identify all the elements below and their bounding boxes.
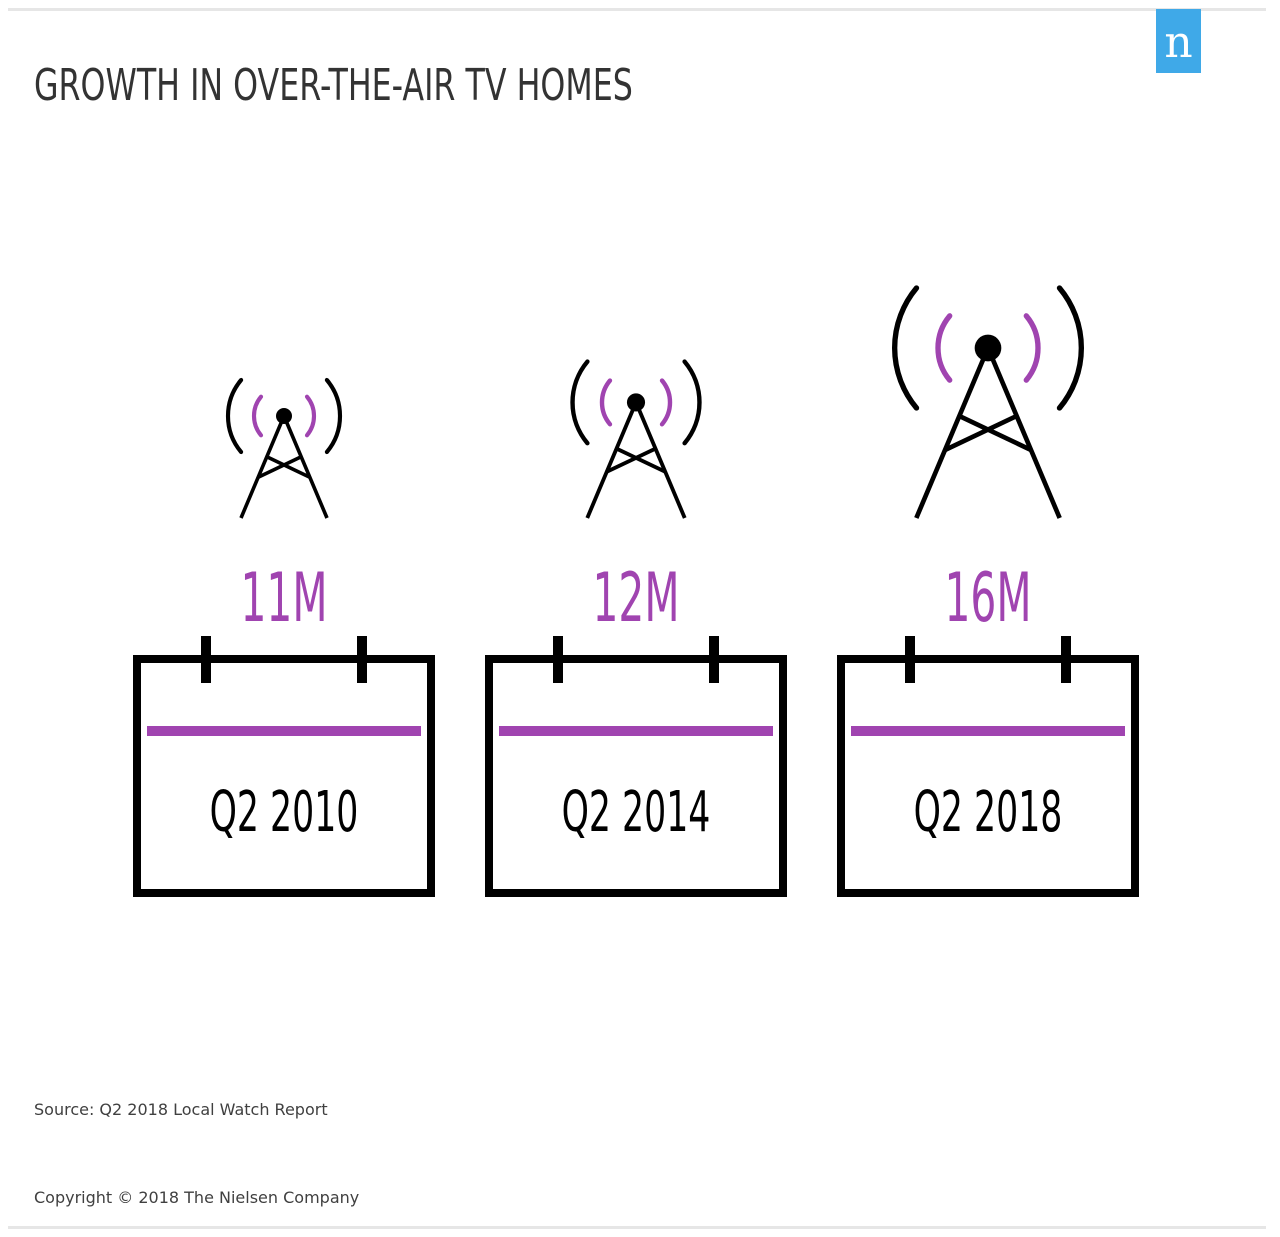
signal-wave-inner bbox=[599, 378, 613, 427]
signal-wave-outer bbox=[226, 377, 244, 455]
calendar-icon: Q2 2014 bbox=[485, 636, 787, 897]
calendar-frame bbox=[485, 655, 787, 897]
signal-wave-outer bbox=[682, 359, 702, 446]
signal-wave-inner bbox=[659, 378, 673, 427]
value-label: 11M bbox=[240, 559, 327, 638]
broadcast-tower-icon bbox=[570, 359, 702, 519]
tower-brace bbox=[257, 455, 302, 479]
calendar-icon: Q2 2018 bbox=[837, 636, 1139, 897]
tower-beacon bbox=[276, 408, 292, 424]
calendar-frame bbox=[133, 655, 435, 897]
tower-leg bbox=[914, 347, 991, 519]
tower-leg bbox=[634, 401, 687, 519]
tower-beacon bbox=[626, 393, 646, 412]
tower-brace bbox=[944, 413, 1018, 453]
calendar-icon: Q2 2010 bbox=[133, 636, 435, 897]
category-label: Q2 2014 bbox=[562, 779, 711, 844]
signal-wave-inner bbox=[304, 394, 317, 438]
copyright-note: Copyright © 2018 The Nielsen Company bbox=[34, 1188, 360, 1207]
source-note: Source: Q2 2018 Local Watch Report bbox=[34, 1100, 328, 1119]
signal-wave-inner bbox=[251, 394, 264, 438]
tower-brace bbox=[615, 446, 667, 474]
signal-wave-outer bbox=[892, 285, 920, 411]
category-label: Q2 2010 bbox=[210, 779, 359, 844]
signal-wave-inner bbox=[935, 313, 953, 383]
broadcast-tower-icon bbox=[892, 285, 1084, 519]
broadcast-tower-icon bbox=[226, 377, 342, 519]
signal-wave-inner bbox=[1023, 313, 1041, 383]
bottom-divider bbox=[8, 1226, 1266, 1229]
signal-wave-outer bbox=[570, 359, 590, 446]
tower-leg bbox=[585, 401, 638, 519]
tower-leg bbox=[985, 347, 1062, 519]
value-label: 16M bbox=[944, 559, 1031, 638]
nielsen-logo: n bbox=[1156, 9, 1201, 73]
tower-brace bbox=[958, 413, 1032, 453]
calendar-frame bbox=[837, 655, 1139, 897]
signal-wave-outer bbox=[324, 377, 342, 455]
tower-leg bbox=[239, 415, 286, 519]
tower-beacon bbox=[974, 334, 1002, 362]
chart-title: GROWTH IN OVER-THE-AIR TV HOMES bbox=[34, 60, 633, 111]
tower-brace bbox=[605, 446, 657, 474]
top-divider bbox=[8, 8, 1266, 11]
value-label: 12M bbox=[592, 559, 679, 638]
tower-leg bbox=[282, 415, 329, 519]
category-label: Q2 2018 bbox=[914, 779, 1063, 844]
signal-wave-outer bbox=[1056, 285, 1084, 411]
tower-brace bbox=[266, 455, 311, 479]
